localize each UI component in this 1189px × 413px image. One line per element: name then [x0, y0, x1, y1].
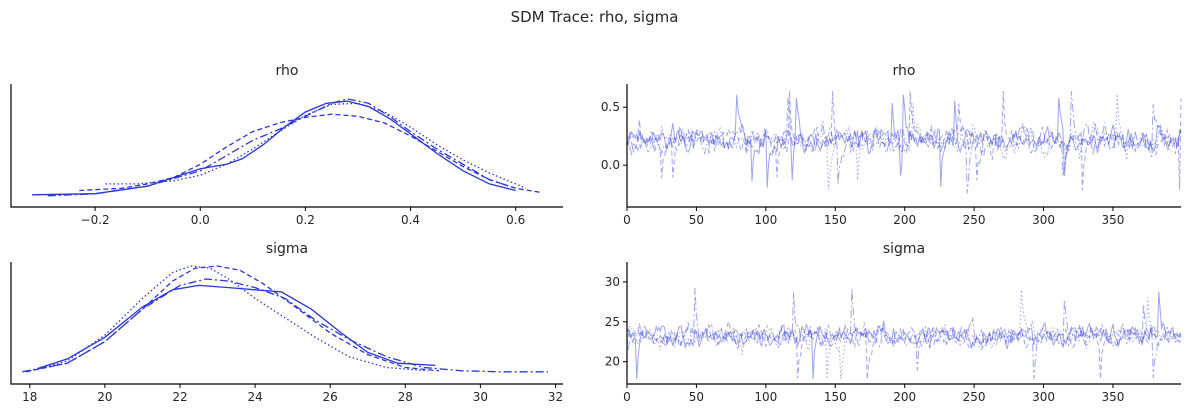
panel-2-xtick-label: 200 — [893, 213, 916, 227]
panel-1-kde-dashed — [79, 113, 543, 194]
panel-3-xtick-label: 30 — [473, 390, 488, 404]
panel-2-xtick-label: 250 — [963, 213, 986, 227]
panel-3-kde-dashdot — [22, 278, 548, 373]
panel-3-xtick-label: 20 — [97, 390, 112, 404]
panel-3-xtick-label: 28 — [398, 390, 413, 404]
panel-2-title: rho — [893, 63, 916, 79]
panel-4-trace-chain-2 — [626, 321, 1182, 380]
panel-4-ytick-label: 30 — [605, 275, 620, 289]
panel-3-xtick-label: 32 — [548, 390, 563, 404]
panel-4-xtick-label: 0 — [623, 390, 631, 404]
panel-1-xtick-label: 0.6 — [506, 213, 525, 227]
panel-1-xtick-label: 0.0 — [191, 213, 210, 227]
panel-4-ytick-label: 25 — [605, 315, 620, 329]
panel-2-xtick-label: 100 — [754, 213, 777, 227]
panel-2-xtick-label: 0 — [623, 213, 631, 227]
panel-2-xtick-label: 300 — [1032, 213, 1055, 227]
panel-4-axes — [626, 262, 1181, 385]
panel-2-trace-chain-3 — [626, 90, 1182, 194]
panel-4-xtick-label: 150 — [824, 390, 847, 404]
panel-3-xtick-label: 22 — [172, 390, 187, 404]
panel-2-trace-chain-4 — [626, 94, 1182, 190]
panel-2-xtick-label: 350 — [1102, 213, 1125, 227]
panel-2-xtick-label: 150 — [824, 213, 847, 227]
panel-3-axes — [10, 262, 563, 385]
panel-3-kde-dashed — [25, 265, 440, 373]
panel-1-title: rho — [276, 63, 299, 79]
panel-4-xtick-label: 350 — [1102, 390, 1125, 404]
panel-3-title: sigma — [266, 241, 308, 257]
panel-4-title: sigma — [883, 241, 925, 257]
panel-2-trace-chain-2 — [626, 90, 1182, 191]
panel-4-xtick-label: 100 — [754, 390, 777, 404]
panel-4-trace-chain-1 — [626, 291, 1182, 380]
panel-1-xtick-label: 0.4 — [401, 213, 420, 227]
panel-4-xtick-label: 200 — [893, 390, 916, 404]
panel-3-kde-solid — [37, 284, 436, 370]
panel-4-trace-chain-4 — [626, 289, 1182, 380]
panel-2-xtick-label: 50 — [689, 213, 704, 227]
panel-4-xtick-label: 250 — [963, 390, 986, 404]
panel-2-ytick-label: 0.0 — [601, 158, 620, 172]
panel-2-trace-chain-1 — [626, 94, 1182, 188]
panel-1-axes — [10, 84, 563, 208]
panel-3-kde-dotted — [25, 265, 428, 373]
panel-1-xtick-label: 0.2 — [296, 213, 315, 227]
panel-4-trace-chain-3 — [626, 287, 1182, 380]
panel-3-xtick-label: 24 — [247, 390, 262, 404]
panel-1-kde-dashdot — [47, 98, 516, 197]
panel-3-xtick-label: 18 — [22, 390, 37, 404]
figure-title: SDM Trace: rho, sigma — [510, 8, 679, 26]
panel-4-xtick-label: 50 — [689, 390, 704, 404]
panel-1-kde-solid — [31, 100, 516, 196]
panel-1-kde-dotted — [105, 102, 527, 189]
panel-4-xtick-label: 300 — [1032, 390, 1055, 404]
panel-1-xtick-label: −0.2 — [81, 213, 110, 227]
panel-4-ytick-label: 20 — [605, 355, 620, 369]
panel-2-ytick-label: 0.5 — [601, 100, 620, 114]
panel-3-xtick-label: 26 — [323, 390, 338, 404]
